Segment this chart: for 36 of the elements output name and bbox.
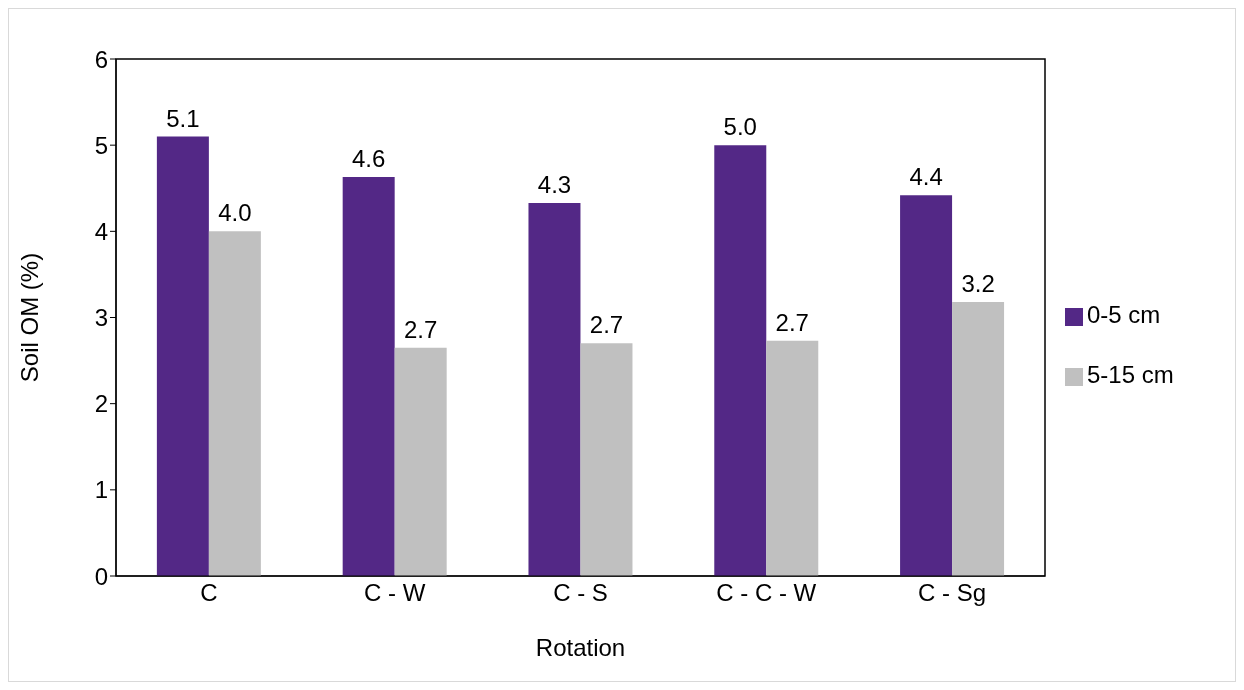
- data-label: 4.4: [909, 163, 943, 191]
- bar: [580, 343, 633, 576]
- y-tick-label: 2: [94, 390, 108, 418]
- bar: [900, 195, 953, 576]
- y-tick-label: 1: [94, 476, 108, 504]
- bar: [394, 347, 447, 576]
- data-label: 2.7: [403, 315, 438, 343]
- data-label: 4.0: [218, 199, 252, 227]
- x-tick-label: C - C - W: [716, 579, 817, 607]
- x-tick-label: C: [200, 579, 218, 607]
- data-label: 5.0: [723, 113, 757, 141]
- y-tick-label: 0: [94, 562, 108, 590]
- y-tick-label: 4: [94, 217, 108, 245]
- x-axis-title: Rotation: [535, 634, 626, 661]
- bar: [208, 231, 261, 576]
- bar: [714, 145, 767, 576]
- data-label: 4.6: [351, 145, 386, 173]
- data-label: 2.7: [775, 308, 809, 336]
- y-axis-title: Soil OM (%): [15, 252, 43, 383]
- x-tick-label: C - Sg: [918, 579, 987, 607]
- data-label: 4.3: [537, 170, 572, 198]
- bar: [528, 202, 581, 576]
- y-tick-label: 6: [94, 45, 108, 73]
- bar: [342, 177, 395, 576]
- data-label: 5.1: [166, 104, 200, 132]
- data-label: 3.2: [961, 269, 995, 297]
- legend-label: 5-15 cm: [1087, 361, 1174, 388]
- bar: [952, 301, 1005, 576]
- x-tick-label: C - S: [553, 579, 608, 607]
- legend-label: 0-5 cm: [1087, 301, 1161, 328]
- x-tick-label: C - W: [364, 579, 426, 607]
- bar: [156, 136, 209, 576]
- y-tick-label: 5: [94, 131, 108, 159]
- data-label: 2.7: [589, 311, 624, 339]
- y-tick-label: 3: [94, 304, 108, 332]
- bar: [766, 340, 819, 576]
